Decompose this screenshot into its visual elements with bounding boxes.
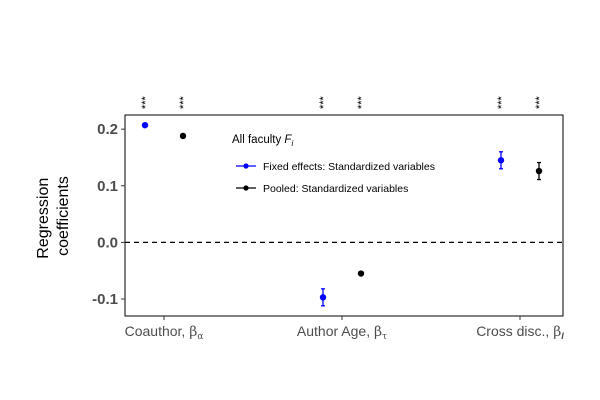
legend-entry-label: Fixed effects: Standardized variables — [263, 161, 435, 173]
y-tick-label: 0.0 — [97, 234, 118, 251]
legend-key-point — [243, 185, 249, 191]
significance-label: *** — [178, 95, 190, 109]
x-tick-label: Author Age, βτ — [297, 323, 387, 342]
significance-label: *** — [496, 95, 508, 109]
y-tick-label: 0.2 — [97, 121, 118, 138]
data-point — [535, 167, 543, 175]
significance-label: *** — [356, 95, 368, 109]
legend-title: All faculty Fi — [232, 134, 293, 148]
data-point — [319, 294, 327, 301]
significance-label: *** — [534, 95, 546, 109]
x-tick-label: Cross disc., βI — [476, 323, 564, 341]
data-point — [497, 157, 505, 164]
y-axis-label-line-2: coefficients — [55, 176, 72, 256]
legend-entry-label: Pooled: Standardized variables — [263, 183, 408, 195]
data-point — [179, 132, 187, 140]
legend-key-point — [243, 163, 249, 169]
significance-label: *** — [140, 95, 152, 109]
data-point — [141, 121, 149, 129]
x-tick-label: Coauthor, βα — [125, 323, 204, 342]
data-point — [357, 270, 365, 277]
plot-border — [124, 114, 564, 317]
significance-label: *** — [318, 95, 330, 109]
y-axis-label-line-1: Regression — [35, 178, 52, 259]
y-tick-label: 0.1 — [97, 178, 118, 195]
y-tick-label: -0.1 — [92, 291, 118, 308]
y-axis-label: Regression coefficients — [35, 173, 72, 258]
